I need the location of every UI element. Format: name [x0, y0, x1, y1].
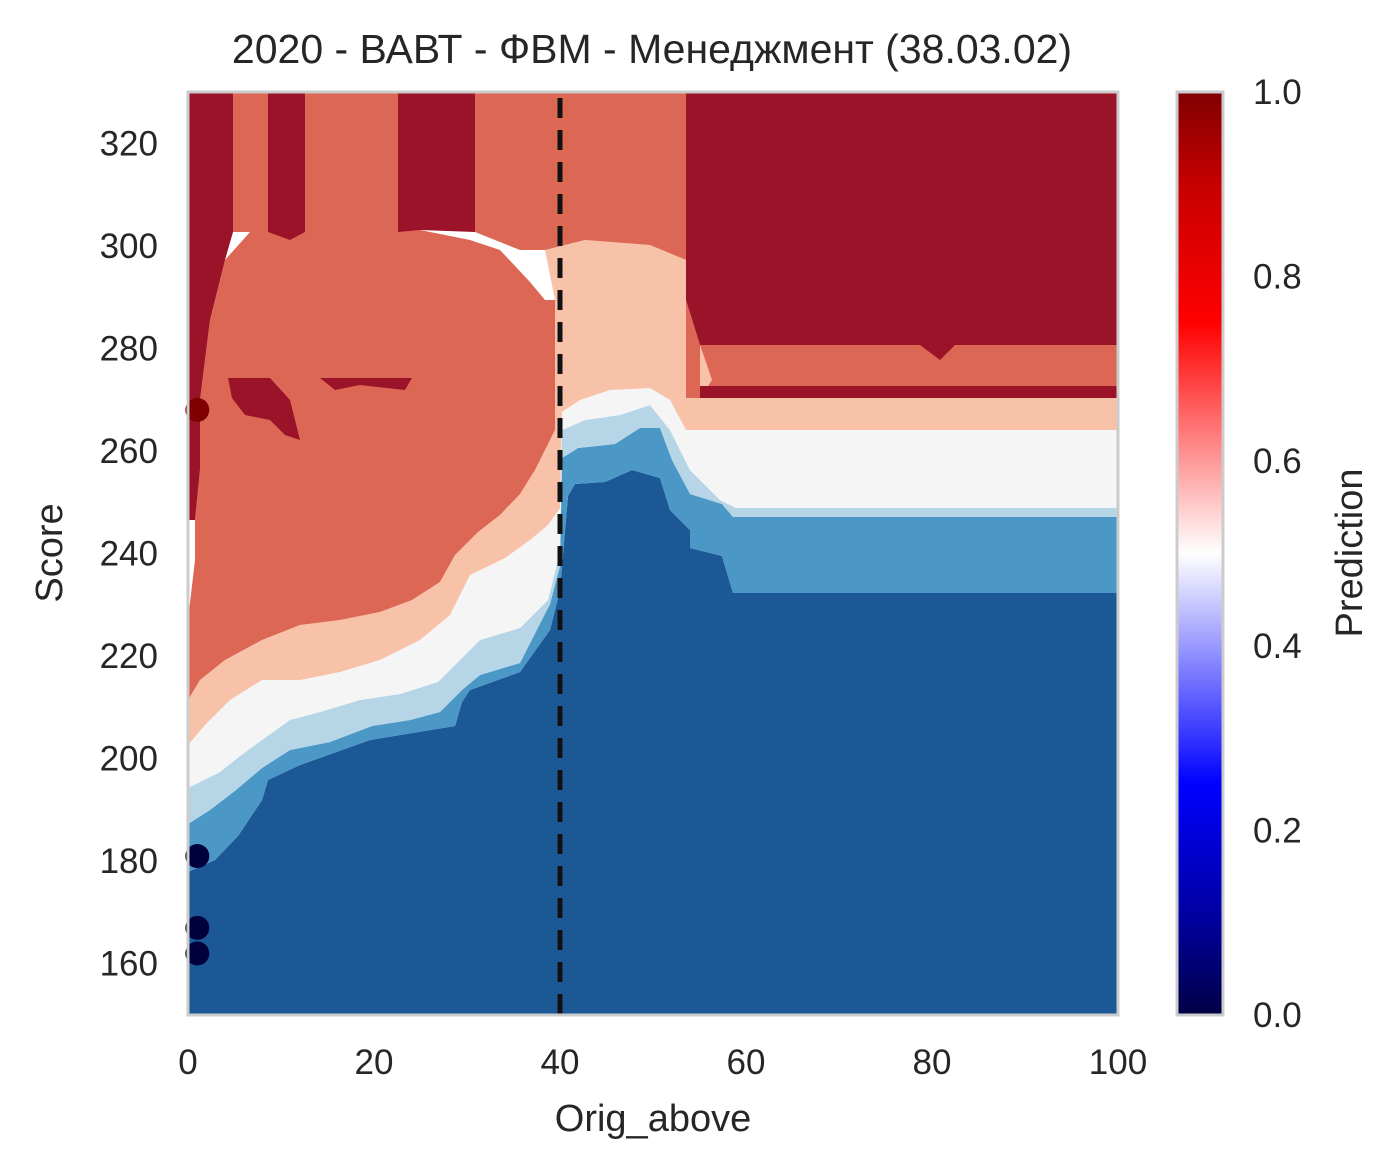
- colorbar-tick-label: 0.2: [1253, 811, 1302, 850]
- region-level-6-blob: [228, 378, 412, 440]
- region-level-5-band: [686, 300, 1118, 398]
- y-tick-label: 260: [100, 432, 158, 471]
- data-point: [185, 915, 210, 940]
- colorbar-label: Prediction: [1329, 469, 1371, 638]
- colorbar-tick-label: 0.8: [1253, 258, 1302, 297]
- x-tick-label: 0: [178, 1043, 197, 1082]
- region-level-4: [188, 240, 1118, 745]
- x-axis-ticks: 0 20 40 60 80 100: [178, 1043, 1147, 1082]
- colorbar-tick-label: 1.0: [1253, 73, 1302, 112]
- y-tick-label: 160: [100, 945, 158, 984]
- x-tick-label: 20: [355, 1043, 394, 1082]
- contour-regions: [188, 92, 1118, 1015]
- colorbar: 0.0 0.2 0.4 0.6 0.8 1.0 Prediction: [1175, 73, 1371, 1035]
- x-tick-label: 80: [913, 1043, 952, 1082]
- region-level-6-top-mid-a: [268, 92, 305, 240]
- colorbar-frame: [1175, 90, 1225, 1017]
- data-point: [185, 844, 210, 869]
- data-point: [185, 397, 210, 422]
- region-level-5-upper: [233, 92, 686, 260]
- data-points: [185, 397, 210, 966]
- y-tick-label: 200: [100, 740, 158, 779]
- region-level-6-top-right: [686, 92, 1118, 360]
- colorbar-gradient: [1177, 92, 1223, 1015]
- x-tick-label: 40: [541, 1043, 580, 1082]
- region-level-6-strip: [700, 386, 1118, 398]
- chart-title: 2020 - ВАВТ - ФВМ - Менеджмент (38.03.02…: [232, 26, 1072, 72]
- x-tick-label: 100: [1089, 1043, 1147, 1082]
- y-axis-label: Score: [29, 503, 71, 602]
- plot-area: [185, 90, 1120, 1017]
- plot-frame: [186, 90, 1120, 1017]
- region-level-0: [188, 470, 1118, 1015]
- y-tick-label: 320: [100, 124, 158, 163]
- y-tick-label: 240: [100, 535, 158, 574]
- region-level-1: [188, 428, 1118, 872]
- y-tick-label: 280: [100, 329, 158, 368]
- y-tick-label: 220: [100, 637, 158, 676]
- y-axis-ticks: 160 180 200 220 240 260 280 300 320: [100, 124, 158, 983]
- colorbar-tick-label: 0.4: [1253, 627, 1302, 666]
- data-point: [185, 941, 210, 966]
- y-tick-label: 180: [100, 842, 158, 881]
- x-tick-label: 60: [727, 1043, 766, 1082]
- region-level-3: [188, 388, 1118, 788]
- colorbar-tick-label: 0.0: [1253, 996, 1302, 1035]
- region-level-5: [188, 222, 555, 700]
- region-level-2: [188, 405, 1118, 824]
- y-tick-label: 300: [100, 227, 158, 266]
- colorbar-tick-label: 0.6: [1253, 442, 1302, 481]
- colorbar-ticks: 0.0 0.2 0.4 0.6 0.8 1.0: [1253, 73, 1302, 1035]
- region-level-6-top-mid-b: [398, 92, 475, 232]
- x-axis-label: Orig_above: [555, 1098, 751, 1140]
